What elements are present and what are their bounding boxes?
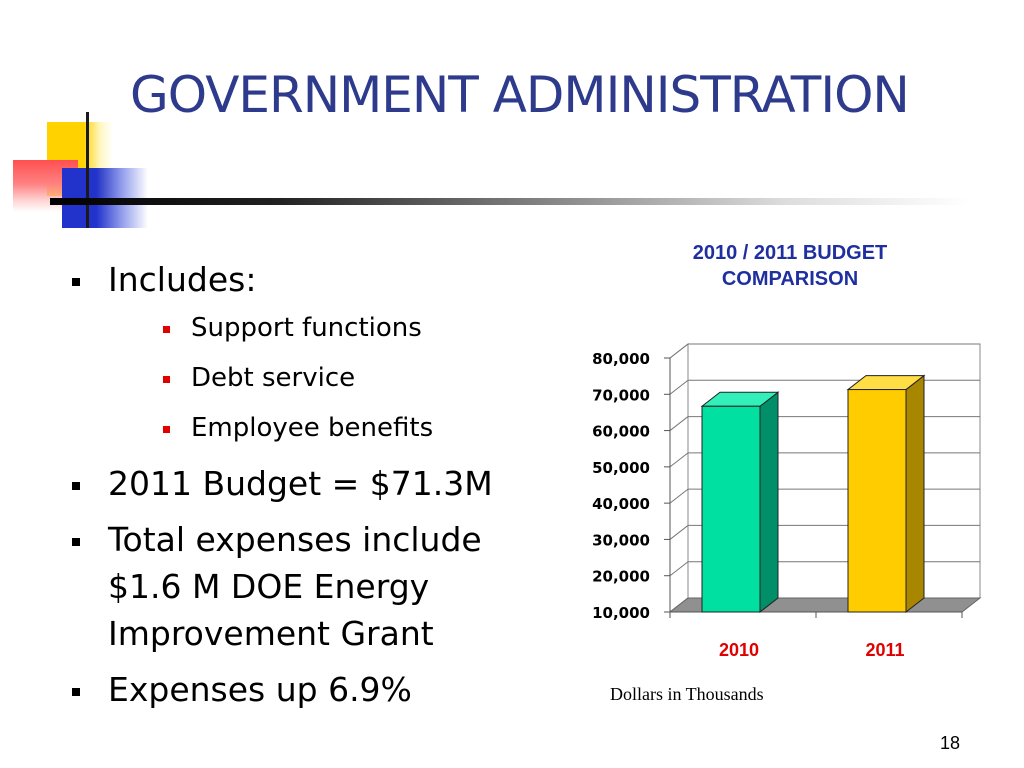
sub-bullet-list: Support functions Debt service Employee …: [108, 303, 548, 453]
y-tick-label: 80,000: [592, 350, 650, 368]
bullet-total-expenses: Total expenses include $1.6 M DOE Energy…: [70, 516, 548, 657]
y-tick-label: 50,000: [592, 459, 650, 477]
y-tick-label: 20,000: [592, 568, 650, 586]
y-tick-label: 40,000: [592, 495, 650, 513]
bullet-expenses-up: Expenses up 6.9%: [70, 666, 548, 713]
chart-title: 2010 / 2011 BUDGET COMPARISON: [640, 240, 940, 292]
sub-bullet-support-functions: Support functions: [108, 303, 548, 353]
bullet-list: Includes: Support functions Debt service…: [70, 256, 548, 722]
chart-side-wall: [669, 342, 689, 614]
bullet-budget: 2011 Budget = $71.3M: [70, 460, 548, 507]
decorative-vertical-line: [86, 112, 89, 228]
budget-bar-chart: 10,000 20,000 30,000 40,000 50,000 60,000 70,0…: [592, 342, 982, 660]
bullet-total-expenses-line-3: Improvement Grant: [108, 614, 434, 653]
gridline-diagonal: [669, 488, 689, 504]
sub-bullet-debt-service: Debt service: [108, 353, 548, 403]
bar-2011: [847, 389, 907, 613]
page-number: 18: [940, 733, 961, 753]
bullet-total-expenses-line-1: Total expenses include: [108, 520, 482, 559]
gridline-diagonal: [669, 343, 689, 359]
bar-2010-side: [759, 391, 779, 614]
sub-bullet-employee-benefits: Employee benefits: [108, 403, 548, 453]
slide-title: GOVERNMENT ADMINISTRATION: [130, 66, 910, 124]
x-category-label-2010: 2010: [719, 640, 759, 660]
x-category-label-2011: 2011: [865, 640, 904, 660]
gridline-diagonal: [669, 452, 689, 468]
y-tick-label: 70,000: [592, 386, 650, 404]
y-tick-label: 10,000: [592, 604, 650, 622]
gridline-diagonal: [669, 561, 689, 577]
chart-units-note: Dollars in Thousands: [610, 684, 764, 704]
y-tick-label: 30,000: [592, 531, 650, 549]
chart-title-line-1: 2010 / 2011 BUDGET: [692, 242, 888, 264]
title-underline-rule: [50, 198, 970, 205]
chart-title-line-2: COMPARISON: [721, 268, 859, 290]
bullet-includes: Includes: Support functions Debt service…: [70, 256, 548, 453]
gridline-diagonal: [669, 379, 689, 395]
bar-2011-side: [905, 374, 925, 614]
gridline-diagonal: [669, 416, 689, 431]
bar-2010: [701, 405, 761, 613]
gridline-diagonal: [669, 525, 689, 540]
y-tick-label: 60,000: [592, 423, 650, 441]
bullet-total-expenses-line-2: $1.6 M DOE Energy: [108, 567, 430, 606]
bullet-includes-text: Includes:: [108, 260, 257, 299]
